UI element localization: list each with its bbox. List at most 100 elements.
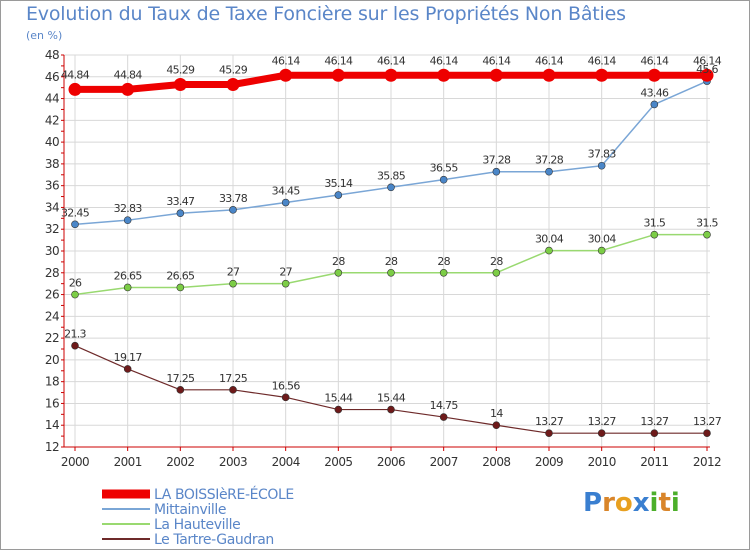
data-label: 17.25 (166, 372, 195, 385)
data-label: 30.04 (535, 233, 564, 246)
data-label: 46.14 (640, 54, 669, 67)
data-label: 21.3 (64, 328, 86, 341)
data-point (121, 82, 135, 96)
y-tick-label: 18 (45, 375, 59, 389)
data-point (597, 429, 606, 437)
data-point (173, 78, 187, 92)
legend-item: LA BOISSIèRE-ÉCOLE (102, 486, 294, 503)
data-point (71, 220, 79, 229)
legend-label: La Hauteville (154, 517, 240, 533)
data-label: 45.29 (166, 64, 195, 77)
data-label: 16.56 (272, 379, 301, 392)
series-mittainville (71, 77, 711, 229)
data-label: 44.84 (61, 68, 90, 81)
data-point (545, 429, 553, 437)
data-label: 45.29 (219, 64, 248, 77)
data-point (334, 191, 343, 199)
data-label: 26.65 (166, 269, 195, 282)
data-label: 46.14 (588, 54, 617, 67)
data-point (439, 175, 448, 184)
data-label: 13.27 (640, 415, 669, 428)
data-label: 28 (437, 255, 450, 268)
y-tick-label: 46 (45, 70, 59, 84)
data-label: 13.27 (588, 415, 617, 428)
data-label: 36.55 (430, 162, 459, 175)
data-label: 17.25 (219, 372, 248, 385)
series-la-hauteville (71, 230, 711, 299)
data-label: 46.14 (535, 54, 564, 67)
data-label: 34.45 (272, 185, 301, 198)
data-label: 15.44 (324, 392, 353, 405)
data-label: 27 (227, 266, 240, 279)
data-point (703, 429, 711, 437)
data-point (650, 429, 659, 437)
data-label: 15.44 (377, 392, 406, 405)
data-point (334, 405, 343, 414)
data-point (331, 68, 345, 82)
data-label: 32.45 (61, 206, 90, 219)
data-point (489, 68, 503, 82)
data-point (647, 68, 661, 82)
series-la-boissiere-ecole (68, 68, 714, 96)
y-tick-label: 28 (45, 266, 59, 280)
logo-letter: t (658, 488, 671, 518)
data-label: 19.17 (114, 351, 143, 364)
legend-item: La Hauteville (102, 517, 241, 533)
data-point (123, 283, 132, 292)
y-tick-label: 24 (45, 309, 59, 323)
axes (61, 54, 710, 451)
data-label: 43.46 (640, 86, 669, 99)
data-label: 26.65 (114, 269, 143, 282)
data-point (545, 246, 553, 255)
data-label: 45.6 (696, 63, 718, 76)
data-label: 28 (490, 255, 503, 268)
y-tick-label: 14 (45, 418, 59, 432)
x-tick-label: 2003 (219, 455, 247, 469)
legend-item: Mittainville (102, 502, 226, 518)
legend-item: Le Tartre-Gaudran (102, 532, 274, 548)
data-label: 37.83 (588, 148, 617, 161)
data-point (176, 283, 185, 292)
data-point (650, 100, 659, 109)
y-tick-label: 34 (45, 200, 59, 214)
logo-letter: o (614, 488, 633, 518)
data-label: 13.27 (693, 415, 722, 428)
x-tick-label: 2006 (377, 455, 405, 469)
legend-label: LA BOISSIèRE-ÉCOLE (154, 486, 294, 503)
data-point (387, 405, 395, 414)
x-tick-label: 2011 (640, 455, 668, 469)
x-tick-label: 2008 (482, 455, 510, 469)
data-point (279, 68, 293, 82)
y-tick-label: 22 (45, 331, 59, 345)
data-label: 33.78 (219, 192, 248, 205)
x-tick-label: 2001 (114, 455, 142, 469)
data-point (595, 68, 609, 82)
data-point (123, 365, 132, 373)
data-point (492, 421, 501, 430)
y-tick-label: 44 (45, 92, 59, 106)
data-label: 27 (279, 266, 292, 279)
x-tick-label: 2007 (430, 455, 458, 469)
y-axis-ticks: 12 14 16 18 20 22 24 26 28 30 32 34 36 38 40 42 44 46 48 (45, 48, 60, 454)
logo-letter: r (602, 488, 615, 518)
x-tick-label: 2005 (324, 455, 352, 469)
data-label: 26 (69, 277, 82, 290)
data-point (281, 393, 290, 402)
data-point (650, 230, 659, 239)
data-point (700, 68, 714, 82)
y-tick-label: 26 (45, 288, 59, 302)
chart-unit: (en %) (26, 29, 63, 42)
x-tick-label: 2012 (693, 455, 721, 469)
y-tick-label: 30 (45, 244, 59, 258)
data-label: 46.14 (377, 54, 406, 67)
data-label: 46.14 (693, 54, 722, 67)
data-label: 30.04 (588, 233, 617, 246)
data-label: 37.28 (535, 154, 564, 167)
data-point (437, 68, 451, 82)
logo-letter: P (583, 488, 603, 518)
data-point (68, 82, 82, 96)
data-label: 35.14 (324, 177, 353, 190)
y-tick-label: 42 (45, 113, 59, 127)
